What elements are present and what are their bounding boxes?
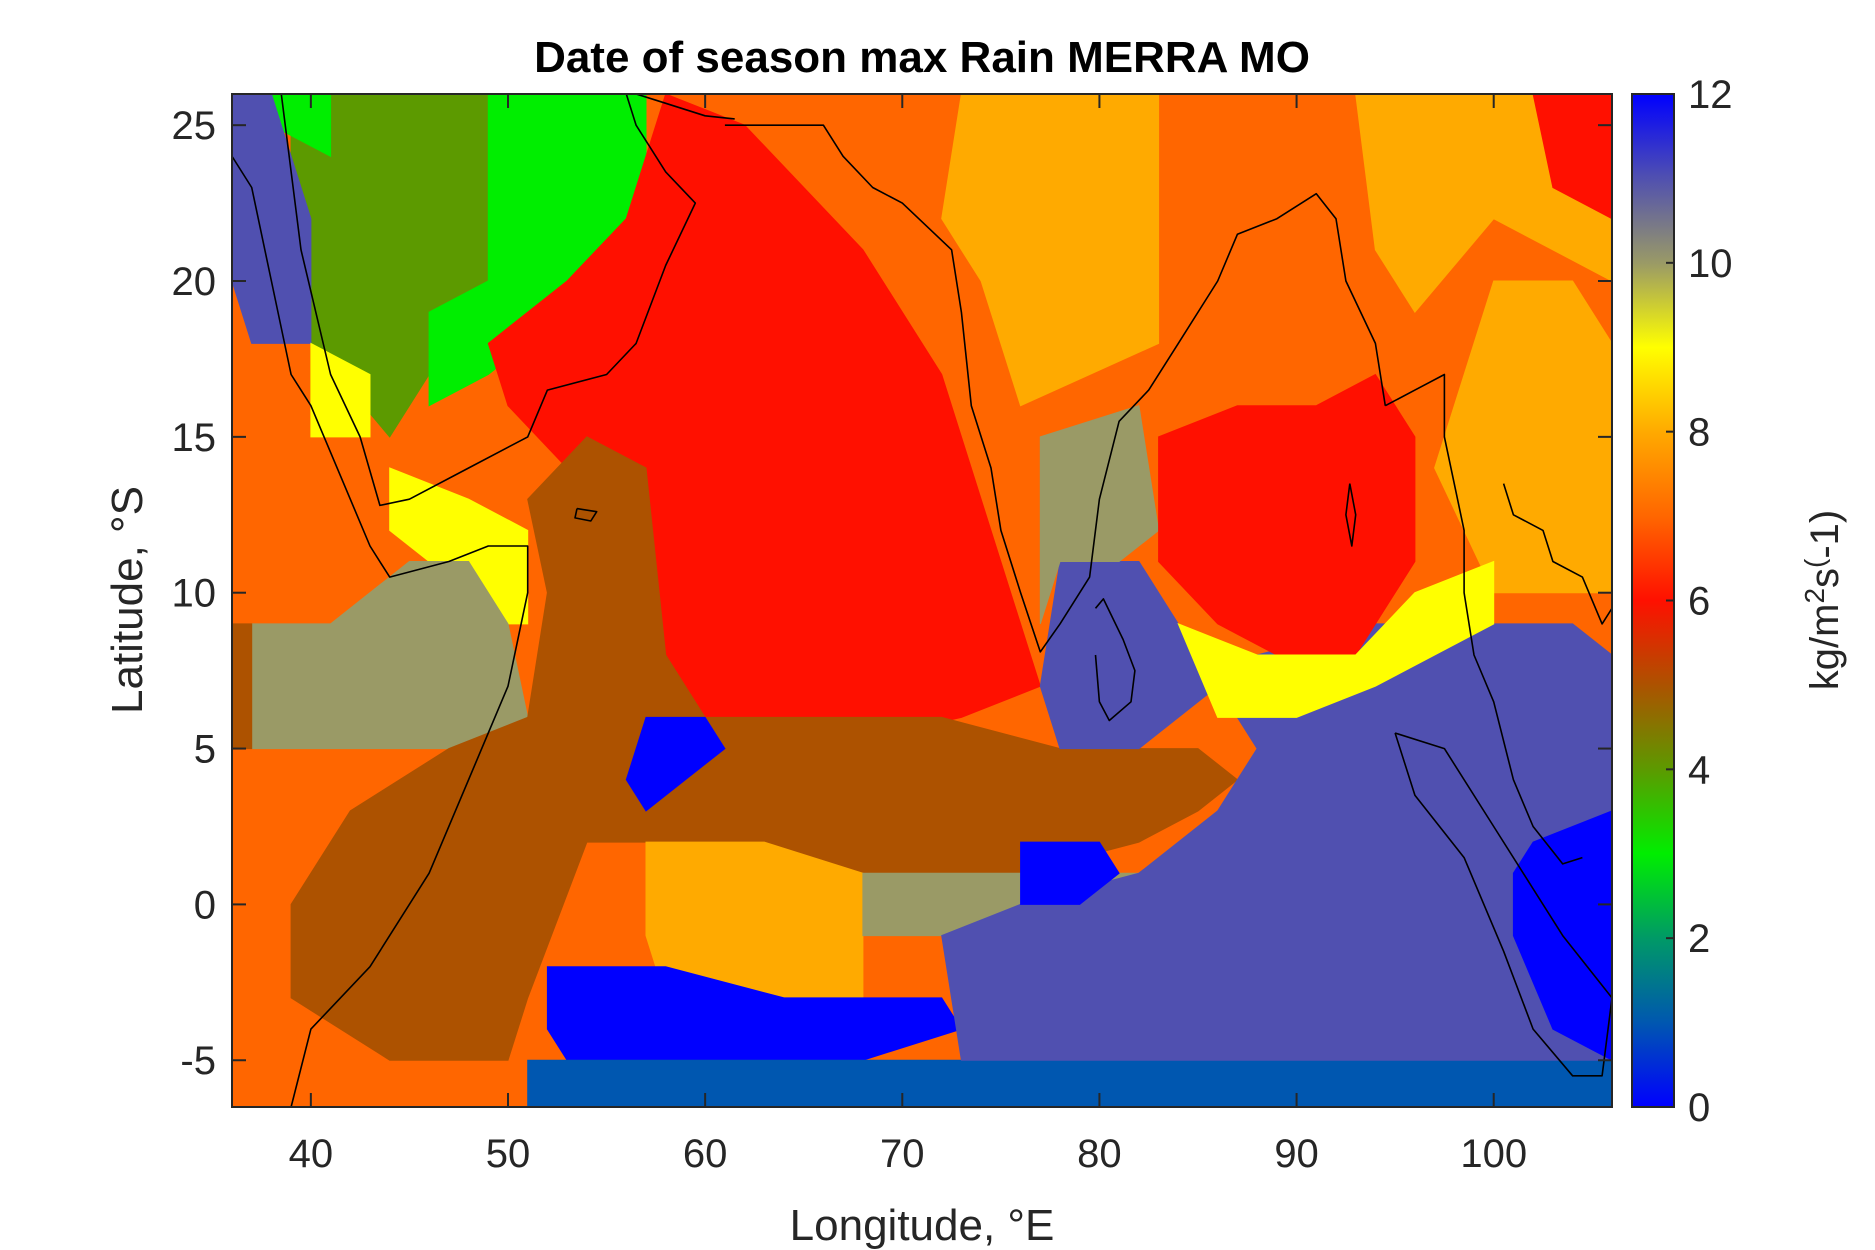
x-tick-label: 60 — [683, 1132, 728, 1176]
chart-title: Date of season max Rain MERRA MO — [534, 33, 1310, 82]
coastline-africa-arabia — [232, 155, 529, 1107]
y-tick-label: 20 — [172, 260, 217, 304]
region-bengal-red — [1158, 373, 1416, 656]
coastline-gulf-thailand — [1502, 483, 1612, 625]
plot-frame — [231, 93, 1613, 1108]
y-tick-label: -5 — [180, 1039, 216, 1083]
x-tick-label: 40 — [289, 1132, 334, 1176]
colorbar-label-s: s — [1803, 568, 1847, 588]
coastline-persia — [635, 94, 735, 120]
coastline-sumatra — [1394, 732, 1612, 1077]
coastline-sri-lanka — [1094, 598, 1136, 722]
colorbar-tick-label: 4 — [1688, 748, 1710, 792]
x-axis-label: Longitude, °E — [790, 1201, 1055, 1250]
coastline-arabia-east — [280, 94, 697, 507]
region-sw-deep-blue — [527, 1059, 1612, 1107]
y-tick-label: 15 — [172, 416, 217, 460]
colorbar-ticks: 0 2 4 6 8 10 12 — [1666, 73, 1733, 1130]
colorbar-tick-label: 0 — [1688, 1086, 1710, 1130]
region-eq-blue-patch — [625, 716, 726, 812]
colorbar-label-exp: 2 — [1799, 588, 1830, 604]
region-horn-grey — [251, 561, 529, 750]
colorbar-label-tail: -1) — [1803, 510, 1847, 559]
y-tick-label: 25 — [172, 104, 217, 148]
x-ticks: 40 50 60 70 80 90 100 — [289, 94, 1527, 1176]
y-axis-label: Latitude, °S — [103, 486, 152, 714]
region-brown-west — [232, 623, 253, 750]
coastline-burma-thailand — [1384, 373, 1583, 865]
y-tick-label: 0 — [194, 883, 216, 927]
colorbar-label: kg/m2s(-1) — [1799, 510, 1847, 690]
region-bengal-yellow — [1177, 560, 1495, 718]
region-eq-blue-patch-2 — [1020, 841, 1120, 905]
y-tick-label: 5 — [194, 728, 216, 772]
heatmap-layer — [232, 94, 1612, 1107]
x-tick-label: 50 — [486, 1132, 531, 1176]
x-tick-label: 90 — [1274, 1132, 1319, 1176]
region-se-asia — [1434, 280, 1612, 594]
colorbar-tick-label: 10 — [1688, 242, 1733, 286]
coastline-india-west — [724, 124, 1387, 653]
coastline-layer — [232, 94, 1612, 1107]
colorbar-tick-label: 8 — [1688, 411, 1710, 455]
x-tick-label: 80 — [1077, 1132, 1122, 1176]
colorbar-tick-label: 12 — [1688, 73, 1733, 117]
region-nw-red — [1532, 94, 1612, 220]
coastline-socotra — [574, 507, 598, 522]
colorbar-tick-label: 2 — [1688, 917, 1710, 961]
x-tick-label: 70 — [880, 1132, 925, 1176]
coastline-andaman — [1345, 483, 1357, 547]
y-tick-label: 10 — [172, 572, 217, 616]
colorbar-label-unit: kg/m — [1803, 604, 1847, 691]
region-n-india-upper — [941, 94, 1160, 407]
region-india-grey — [1039, 405, 1160, 625]
y-ticks: -5 0 5 10 15 20 25 — [172, 104, 1612, 1083]
x-tick-label: 100 — [1460, 1132, 1527, 1176]
plot-area: 40 50 60 70 80 90 100 -5 0 5 10 15 20 25 — [172, 93, 1613, 1176]
colorbar-label-paren: ( — [1799, 558, 1830, 568]
colorbar-tick-label: 6 — [1688, 580, 1710, 624]
